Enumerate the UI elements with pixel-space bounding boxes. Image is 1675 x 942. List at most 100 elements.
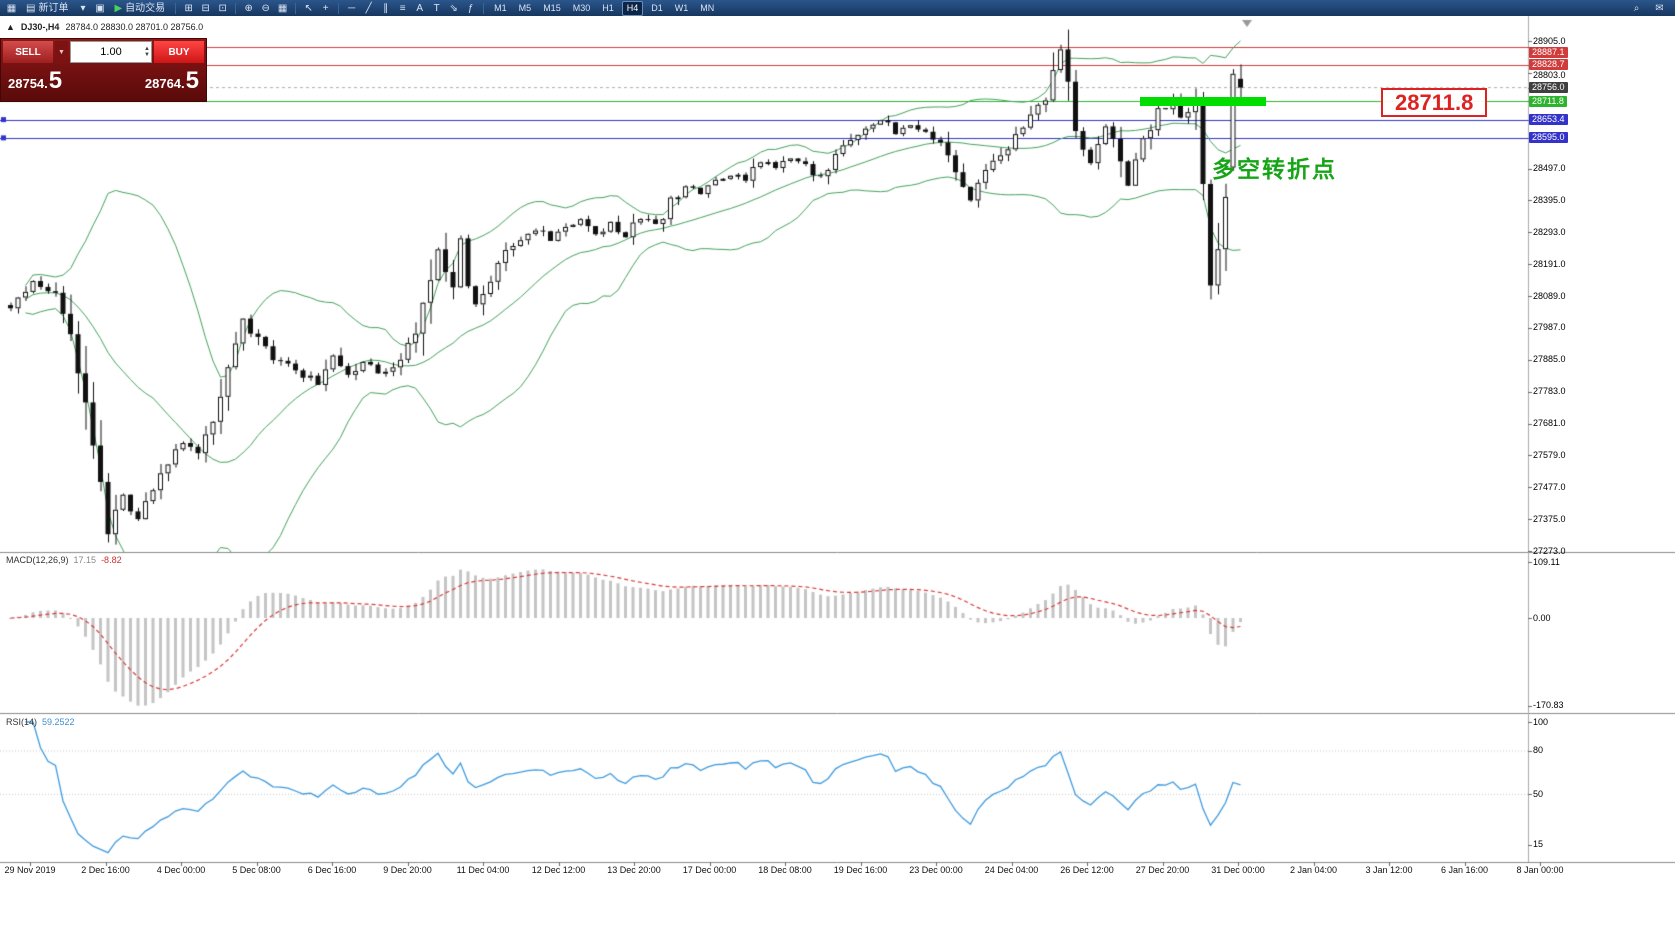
price-axis-label: 27477.0: [1533, 481, 1566, 492]
buy-price-main: 28764.: [144, 76, 185, 91]
price-callout[interactable]: 28711.8: [1381, 88, 1488, 117]
chart-ohlc-header: ▲ DJ30-,H4 28784.0 28830.0 28701.0 28756…: [6, 22, 203, 32]
timeframe-M30[interactable]: M30: [572, 2, 591, 13]
search-icon[interactable]: ⌕: [1633, 2, 1640, 14]
channel-icon[interactable]: ∥: [383, 2, 389, 14]
rsi-axis-label: 15: [1533, 839, 1544, 850]
sell-button[interactable]: SELL: [3, 41, 53, 63]
crosshair-icon[interactable]: +: [322, 2, 329, 14]
price-axis-label: 27579.0: [1533, 449, 1566, 460]
lot-down-icon[interactable]: ▼: [144, 52, 150, 58]
timeframe-M15[interactable]: M15: [543, 2, 561, 13]
macd-axis-label: 0.00: [1533, 612, 1551, 623]
lot-steppers[interactable]: ▲ ▼: [144, 43, 150, 61]
timeframe-W1[interactable]: W1: [674, 2, 689, 13]
cursor-icon[interactable]: ↖: [304, 2, 313, 14]
buy-price[interactable]: 28764. 5: [145, 67, 199, 95]
price-chart-canvas[interactable]: [0, 16, 1675, 942]
grid-icon[interactable]: ▦: [277, 2, 288, 14]
label-icon[interactable]: T: [433, 2, 440, 14]
zoom-out-icon[interactable]: ⊖: [261, 2, 270, 14]
chart-marker-icon: ▲: [6, 22, 15, 32]
trendline-icon[interactable]: ╱: [365, 2, 372, 14]
timeframe-D1[interactable]: D1: [651, 2, 663, 13]
mail-icon[interactable]: ✉: [1655, 2, 1664, 14]
macd-name: MACD(12,26,9): [6, 555, 69, 565]
timeframe-M5[interactable]: M5: [518, 2, 532, 13]
text-icon[interactable]: A: [416, 2, 423, 14]
tile-windows-icon[interactable]: ⊞: [184, 2, 193, 14]
auto-trading-button-label: 自动交易: [125, 2, 166, 14]
charts-tile-icon[interactable]: ▣: [95, 2, 105, 14]
tile-horizontal-icon[interactable]: ⊡: [218, 2, 227, 14]
time-axis-label: 2 Dec 16:00: [81, 865, 130, 875]
rsi-indicator-label: RSI(14) 59.2522: [6, 717, 75, 727]
turning-point-annotation[interactable]: 多空转折点: [1212, 156, 1337, 182]
time-axis-label: 3 Jan 12:00: [1365, 865, 1413, 875]
toolbar-separator: [175, 2, 177, 14]
time-axis-label: 29 Nov 2019: [4, 865, 56, 875]
time-axis-label: 24 Dec 04:00: [984, 865, 1039, 875]
zoom-in-icon[interactable]: ⊕: [244, 2, 253, 14]
time-axis-label: 5 Dec 08:00: [232, 865, 281, 875]
order-type-dropdown[interactable]: ▼: [55, 41, 68, 63]
time-axis-label: 8 Jan 00:00: [1516, 865, 1564, 875]
toolbar-right-icons: ⌕ ✉: [1629, 1, 1671, 16]
new-order-button[interactable]: ▤ 新订单: [21, 1, 73, 16]
price-axis-label: 28497.0: [1533, 163, 1566, 173]
buy-price-big-digit: 5: [185, 67, 199, 94]
toolbar-separator: [338, 2, 340, 14]
ohlc-values: 28784.0 28830.0 28701.0 28756.0: [65, 22, 204, 32]
highlight-bar[interactable]: [1140, 96, 1266, 106]
price-axis-label: 28191.0: [1533, 258, 1566, 269]
timeframe-M1[interactable]: M1: [494, 2, 507, 13]
price-axis-label: 28828.7: [1529, 59, 1568, 71]
arrow-tool-icon[interactable]: ⇘: [449, 2, 458, 14]
sell-price[interactable]: 28754. 5: [8, 67, 62, 95]
chart-profiles-icon[interactable]: ▾: [80, 2, 86, 14]
price-axis-label: 27681.0: [1533, 418, 1566, 428]
price-axis-label: 27273.0: [1533, 545, 1566, 556]
rsi-name: RSI(14): [6, 717, 38, 727]
new-order-button-label: 新订单: [38, 2, 69, 14]
price-axis-label: 27987.0: [1533, 322, 1566, 333]
horizontal-line-icon[interactable]: ─: [348, 2, 356, 14]
rsi-axis-label: 50: [1533, 788, 1544, 799]
cascade-windows-icon[interactable]: ⊟: [201, 2, 210, 14]
time-axis: 29 Nov 2019 2 Dec 16:00 4 Dec 00:00 5 Dec 0…: [0, 865, 1675, 879]
toolbar-separator: [235, 2, 237, 14]
time-axis-label: 13 Dec 20:00: [607, 865, 661, 875]
indicators-icon[interactable]: ƒ: [467, 2, 474, 14]
time-axis-label: 26 Dec 12:00: [1060, 865, 1114, 875]
rsi-axis-label: 80: [1533, 745, 1544, 756]
price-axis-label: 28803.0: [1533, 70, 1566, 81]
macd-axis-label: -170.83: [1533, 700, 1564, 711]
time-axis-label: 17 Dec 00:00: [682, 865, 737, 875]
time-axis-label: 2 Jan 04:00: [1289, 865, 1338, 875]
macd-axis-label: 109.11: [1533, 556, 1560, 567]
lot-size-input[interactable]: [70, 41, 152, 63]
price-axis-label: 27783.0: [1533, 386, 1566, 397]
fibonacci-icon[interactable]: ≡: [399, 2, 406, 14]
chart-window: ▲ DJ30-,H4 28784.0 28830.0 28701.0 28756…: [0, 16, 1675, 942]
auto-trading-icon: ▶: [114, 2, 123, 14]
new-chart-icon[interactable]: ▦: [6, 2, 17, 14]
time-axis-label: 6 Jan 16:00: [1440, 865, 1489, 875]
lot-up-icon[interactable]: ▲: [144, 46, 150, 52]
auto-trading-button[interactable]: ▶ 自动交易: [109, 1, 170, 16]
price-axis-label: 27375.0: [1533, 513, 1566, 524]
price-axis-label: 28089.0: [1533, 290, 1566, 301]
time-axis-label: 4 Dec 00:00: [156, 865, 206, 875]
macd-indicator-label: MACD(12,26,9) 17.15 -8.82: [6, 555, 122, 565]
timeframe-H4[interactable]: H4: [621, 0, 644, 16]
timeframe-H1[interactable]: H1: [602, 2, 614, 13]
time-axis-label: 31 Dec 00:00: [1211, 865, 1265, 875]
toolbar: ▦ ▤ 新订单 ▾ ▣ ▶ 自动交易 ⊞ ⊟ ⊡ ⊕ ⊖ ▦ ↖ + ─ ╱ ∥ ≡ A T ⇘ ƒ M1 M5 M15 M30 H1…: [0, 0, 1675, 16]
timeframe-MN[interactable]: MN: [700, 2, 715, 13]
sell-price-big-digit: 5: [48, 67, 63, 94]
toolbar-separator: [483, 2, 485, 14]
toolbar-separator: [295, 2, 297, 14]
buy-button[interactable]: BUY: [154, 41, 204, 63]
time-axis-label: 11 Dec 04:00: [456, 865, 510, 875]
one-click-trading-panel: SELL ▼ ▲ ▼ BUY 28754.5 28764.5: [0, 38, 207, 102]
